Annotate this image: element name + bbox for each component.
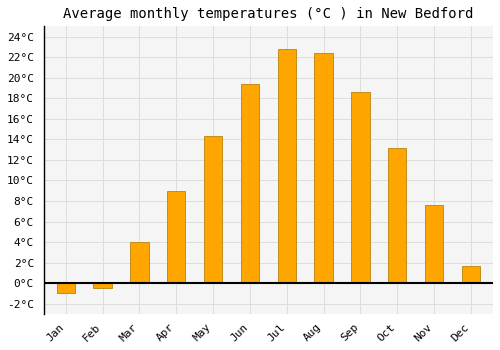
Bar xyxy=(314,53,333,283)
Bar xyxy=(204,136,223,283)
Bar xyxy=(56,283,75,293)
Bar xyxy=(462,266,480,283)
Title: Average monthly temperatures (°C ) in New Bedford: Average monthly temperatures (°C ) in Ne… xyxy=(63,7,474,21)
Bar xyxy=(388,148,406,283)
Bar xyxy=(240,84,259,283)
Bar xyxy=(351,92,370,283)
Bar xyxy=(425,205,444,283)
Bar xyxy=(94,283,112,288)
Bar xyxy=(278,49,296,283)
Bar xyxy=(167,191,186,283)
Bar xyxy=(130,242,148,283)
